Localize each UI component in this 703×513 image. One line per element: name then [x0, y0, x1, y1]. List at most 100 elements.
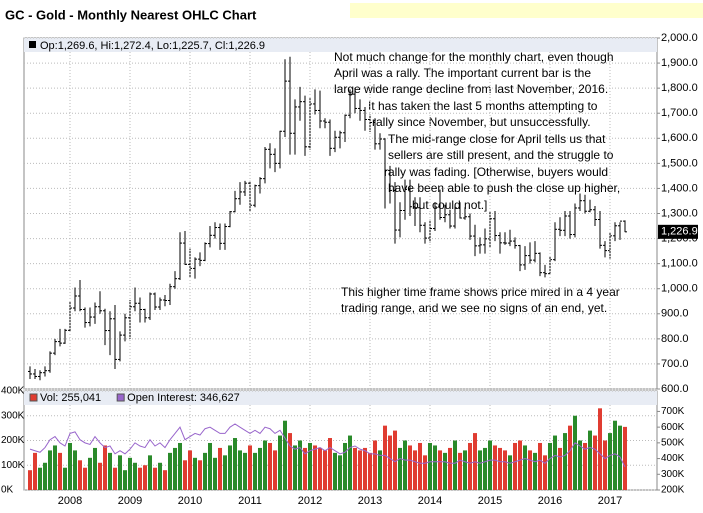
volume-bar	[268, 442, 272, 490]
volume-bar	[293, 445, 297, 490]
volume-bar	[383, 425, 387, 490]
volume-bar	[253, 452, 257, 490]
volume-bar	[533, 452, 537, 490]
volume-bar	[368, 452, 372, 490]
volume-bar	[48, 450, 52, 490]
y-tick-label: 200K	[1, 435, 25, 446]
volume-bar	[68, 442, 72, 490]
volume-bar	[263, 440, 267, 490]
header-icon	[29, 41, 36, 48]
legend-label: Vol: 255,041	[40, 392, 101, 404]
volume-bar	[373, 440, 377, 490]
y-tick-label: 100K	[1, 460, 25, 471]
volume-bar	[223, 455, 227, 490]
volume-bar	[443, 452, 447, 490]
highlight-box	[350, 3, 703, 18]
volume-bar	[213, 457, 217, 490]
volume-bar	[143, 465, 147, 490]
volume-bar	[598, 408, 602, 490]
volume-bar	[78, 460, 82, 490]
y-tick-label: 700.0	[661, 358, 689, 370]
annotation: It has taken the last 5 months attemptin…	[368, 99, 598, 113]
y2-tick-label: 700K	[661, 406, 685, 417]
y-tick-label: 1,800.0	[661, 82, 698, 94]
y-tick-label: 1,500.0	[661, 157, 698, 169]
volume-bar	[38, 467, 42, 490]
y-tick-label: 2,000.0	[661, 32, 698, 44]
volume-bar	[298, 440, 302, 490]
volume-bar	[193, 457, 197, 490]
volume-bar	[613, 420, 617, 490]
chart-title: GC - Gold - Monthly Nearest OHLC Chart	[5, 7, 257, 22]
y-tick-label: 400K	[1, 386, 25, 397]
volume-bar	[73, 450, 77, 490]
annotation: This higher time frame shows price mired…	[341, 285, 620, 299]
volume-bar	[333, 452, 337, 490]
volume-bar	[553, 435, 557, 490]
volume-bar	[568, 425, 572, 490]
annotation: rally since November, but unsuccessfully…	[372, 115, 591, 129]
volume-bar	[313, 445, 317, 490]
volume-bar	[363, 447, 367, 490]
y-tick-label: 300K	[1, 410, 25, 421]
volume-bar	[353, 447, 357, 490]
volume-bar	[388, 435, 392, 490]
volume-bar	[503, 450, 507, 490]
y-tick-label: 1,600.0	[661, 132, 698, 144]
volume-bar	[463, 450, 467, 490]
volume-bar	[118, 455, 122, 490]
volume-bar	[113, 467, 117, 490]
volume-bar	[228, 445, 232, 490]
volume-bar	[218, 447, 222, 490]
volume-bar	[398, 447, 402, 490]
annotation: April was a rally. The important current…	[334, 66, 591, 80]
volume-bar	[103, 445, 107, 490]
volume-bar	[328, 438, 332, 490]
volume-bar	[33, 452, 37, 490]
volume-bar	[393, 430, 397, 490]
volume-bar	[258, 447, 262, 490]
volume-bar	[98, 462, 102, 490]
volume-bar	[88, 457, 92, 490]
x-tick-label: 2011	[238, 495, 262, 507]
volume-bar	[183, 460, 187, 490]
volume-bar	[148, 455, 152, 490]
y2-tick-label: 400K	[661, 453, 685, 464]
volume-bar	[163, 470, 167, 490]
volume-bar	[58, 452, 62, 490]
volume-bar	[358, 450, 362, 490]
x-tick-label: 2009	[118, 495, 142, 507]
volume-bar	[543, 455, 547, 490]
legend-swatch	[116, 393, 125, 402]
x-tick-label: 2008	[58, 495, 82, 507]
volume-bar	[498, 447, 502, 490]
volume-bar	[428, 442, 432, 490]
volume-bar	[478, 450, 482, 490]
annotation: sellers are still present, and the strug…	[388, 148, 614, 162]
volume-bar	[198, 460, 202, 490]
volume-bar	[243, 452, 247, 490]
volume-bar	[508, 455, 512, 490]
volume-bar	[303, 447, 307, 490]
volume-bar	[233, 438, 237, 490]
volume-bar	[548, 442, 552, 490]
annotation: trading range, and we see no signs of an…	[341, 301, 607, 315]
annotation: rally was fading. [Otherwise, buyers wou…	[384, 165, 608, 179]
volume-bar	[153, 467, 157, 490]
volume-bar	[608, 433, 612, 490]
last-price-label: 1,226.9	[661, 226, 698, 238]
y2-tick-label: 300K	[661, 469, 685, 480]
y-tick-label: 600.0	[661, 383, 689, 395]
y2-tick-label: 200K	[661, 485, 685, 496]
price-header	[24, 38, 657, 52]
price-header-text: Op:1,269.6, Hi:1,272.4, Lo:1,225.7, Cl:1…	[40, 40, 265, 52]
annotation: large wide range decline from last Novem…	[334, 82, 608, 96]
volume-bar	[423, 455, 427, 490]
y2-tick-label: 500K	[661, 437, 685, 448]
volume-bar	[338, 455, 342, 490]
volume-bar	[623, 426, 627, 490]
annotation: but could not.]	[412, 198, 487, 212]
volume-bar	[403, 440, 407, 490]
y2-tick-label: 600K	[661, 422, 685, 433]
volume-bar	[523, 445, 527, 490]
